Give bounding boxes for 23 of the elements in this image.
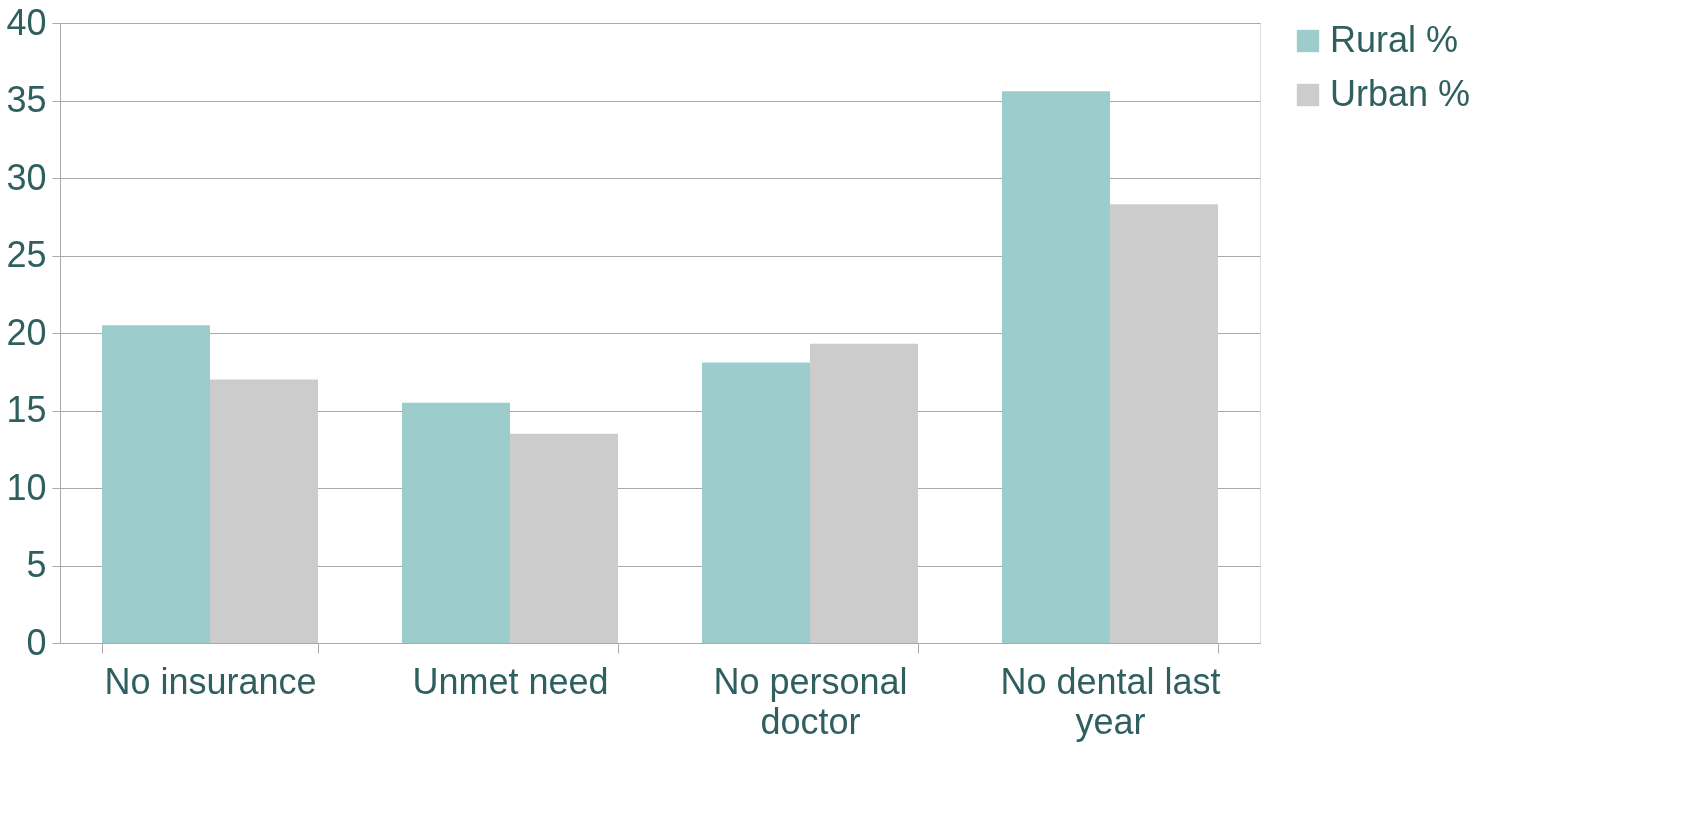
bar [810,343,918,643]
y-tick-label: 25 [6,234,47,275]
x-tick-label: No personal doctor [713,660,908,742]
y-tick-label: 10 [6,466,47,508]
bar [402,402,510,643]
x-tick-label: No insurance [104,660,317,702]
y-tick-label: 15 [6,389,47,430]
legend-label: Rural % [1330,19,1459,60]
y-tick-label: 40 [6,1,47,43]
bar [1002,91,1110,643]
legend-label: Urban % [1330,73,1471,114]
bar [702,362,810,643]
x-tick-label: Unmet need [412,660,609,702]
y-tick-label: 5 [26,544,47,585]
bar [210,379,318,643]
bar [510,433,618,643]
y-tick-label: 0 [26,621,47,663]
y-tick-label: 20 [6,311,47,353]
y-tick-label: 35 [6,79,47,120]
bar [1110,204,1218,643]
x-tick-label: No dental last year [1000,660,1221,742]
bar [102,325,210,643]
y-tick-label: 30 [6,156,47,198]
